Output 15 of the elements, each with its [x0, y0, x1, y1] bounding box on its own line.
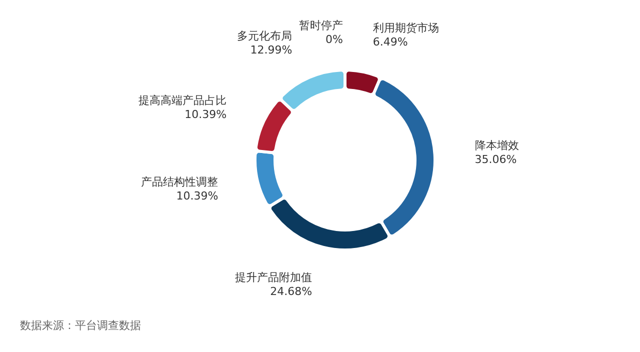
data-label: 12.99%: [250, 44, 292, 57]
slice-label: 产品结构性调整: [141, 176, 218, 189]
data-label: 10.39%: [184, 108, 227, 121]
slice-label: 提升产品附加值: [235, 271, 312, 284]
slice-label: 利用期货市场: [372, 22, 439, 35]
data-label: 24.68%: [270, 285, 312, 298]
source-note: 数据来源：平台调查数据: [20, 319, 141, 332]
category-label: 暂时停产: [299, 19, 343, 32]
slice-label: 多元化布局: [237, 30, 292, 43]
slice-label: 降本增效: [474, 139, 519, 152]
slice-label: 提高高端产品占比: [138, 94, 227, 107]
data-label: 35.06%: [474, 153, 517, 166]
data-label: 10.39%: [176, 190, 218, 203]
text: 0%: [326, 33, 343, 46]
data-label: 6.49%: [372, 36, 408, 49]
